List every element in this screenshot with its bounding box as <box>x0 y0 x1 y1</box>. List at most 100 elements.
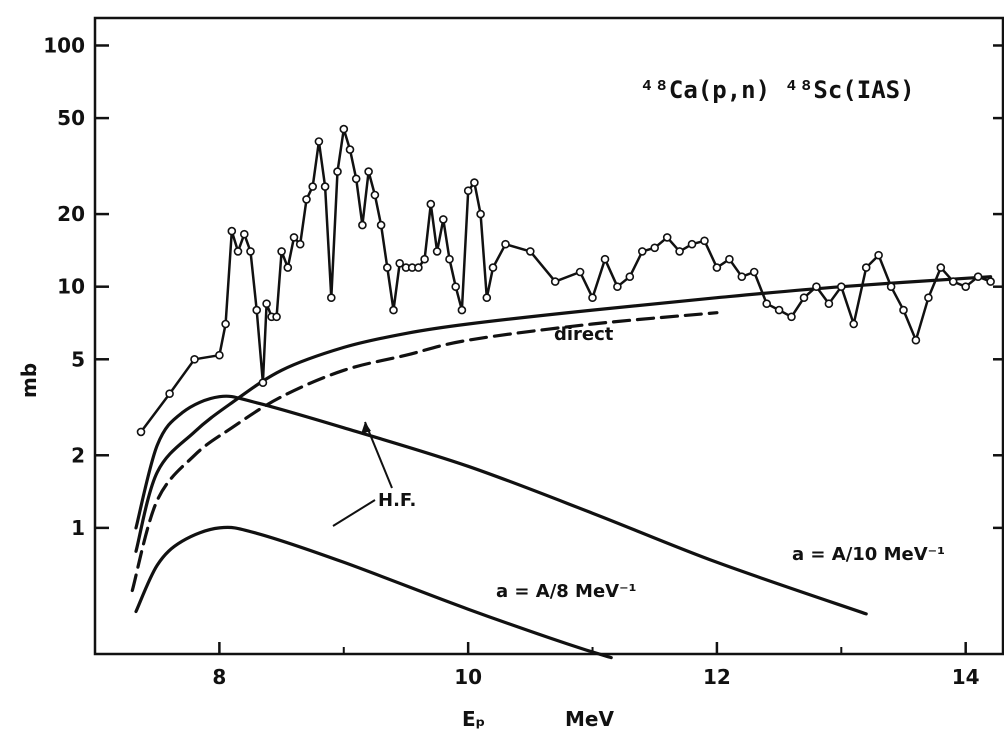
data-point <box>326 293 336 303</box>
data-series-line <box>139 127 992 433</box>
plot-frame <box>93 16 1004 656</box>
x-axis-unit: MeV <box>565 707 614 731</box>
x-tick-label: 14 <box>952 665 980 689</box>
data-point <box>358 220 367 230</box>
axis-ticks <box>94 44 1003 654</box>
data-point <box>277 247 286 256</box>
data-point <box>613 282 622 292</box>
data-point <box>488 263 498 272</box>
data-point <box>420 254 429 264</box>
data-point <box>376 220 386 230</box>
data-point <box>289 233 299 242</box>
hf-arrow-lower <box>332 499 376 527</box>
data-point <box>252 305 262 315</box>
curve-2 <box>130 311 719 593</box>
y-tick-label: 1 <box>71 516 85 540</box>
data-point <box>333 167 342 176</box>
data-point <box>451 282 461 292</box>
data-point <box>650 243 660 253</box>
data-point <box>221 319 230 329</box>
data-point <box>476 209 485 219</box>
data-point <box>861 263 871 272</box>
data-point <box>370 190 380 200</box>
data-point <box>136 427 146 437</box>
data-point <box>849 319 859 329</box>
data-point <box>382 263 392 272</box>
data-point <box>675 247 684 256</box>
data-point <box>233 247 243 256</box>
y-tick-label: 20 <box>57 202 85 226</box>
data-point <box>799 293 809 303</box>
data-point <box>700 236 709 246</box>
annotation-a-upper: a = A/10 MeV⁻¹ <box>792 544 945 565</box>
data-point <box>215 350 224 360</box>
data-point <box>961 282 971 292</box>
data-point <box>637 247 647 256</box>
data-point <box>824 299 834 309</box>
data-point <box>438 215 448 224</box>
data-point <box>240 229 249 239</box>
y-axis-title: mb <box>17 363 41 398</box>
data-point <box>625 272 635 282</box>
data-point <box>272 312 281 322</box>
data-point <box>283 263 293 272</box>
data-point <box>812 282 821 292</box>
y-tick-label: 5 <box>71 347 85 371</box>
data-point <box>364 167 373 176</box>
data-point <box>395 258 405 268</box>
data-point <box>463 186 473 195</box>
data-point <box>258 378 268 388</box>
data-point <box>550 277 560 286</box>
data-point <box>774 305 784 315</box>
y-tick-label: 50 <box>57 106 85 130</box>
data-point <box>787 312 796 322</box>
data-point <box>737 272 747 282</box>
x-tick-label: 10 <box>454 665 482 689</box>
data-point <box>302 195 311 204</box>
curve-3 <box>134 394 868 616</box>
data-point <box>899 305 908 315</box>
data-point <box>973 272 983 282</box>
data-point <box>470 178 479 187</box>
data-point <box>874 250 883 260</box>
series-curves <box>130 127 993 660</box>
data-point <box>725 254 734 264</box>
x-axis-title: Eₚ <box>462 707 485 731</box>
data-point <box>836 282 846 292</box>
curve-1 <box>134 275 993 553</box>
data-points <box>136 124 995 437</box>
data-point <box>575 267 585 277</box>
y-tick-label: 2 <box>71 443 85 467</box>
hf-arrow-upper-head <box>361 422 371 434</box>
curve-4 <box>134 525 613 660</box>
data-point <box>314 137 324 146</box>
data-point <box>936 263 946 272</box>
data-point <box>445 254 454 264</box>
annotation-a-lower: a = A/8 MeV⁻¹ <box>496 581 637 602</box>
data-point <box>262 299 271 309</box>
data-point <box>482 293 492 303</box>
data-point <box>588 293 597 303</box>
data-point <box>600 254 610 264</box>
data-point <box>389 305 398 315</box>
data-point <box>687 239 697 249</box>
data-point <box>339 124 349 134</box>
hf-arrow-upper <box>364 421 393 489</box>
data-point <box>886 282 896 292</box>
data-point <box>662 233 672 242</box>
data-point <box>308 182 318 191</box>
data-point <box>762 299 772 309</box>
y-tick-label: 100 <box>43 33 85 57</box>
data-point <box>948 277 958 286</box>
x-tick-label: 8 <box>212 665 226 689</box>
chart-title: ⁴⁸Ca(p,n) ⁴⁸Sc(IAS) <box>640 76 915 104</box>
data-point <box>712 263 722 272</box>
data-point <box>320 182 330 191</box>
data-point <box>911 335 921 345</box>
data-point <box>924 293 933 303</box>
data-point <box>165 389 174 399</box>
data-point <box>227 226 237 236</box>
data-point <box>414 263 423 272</box>
data-point <box>295 239 305 249</box>
